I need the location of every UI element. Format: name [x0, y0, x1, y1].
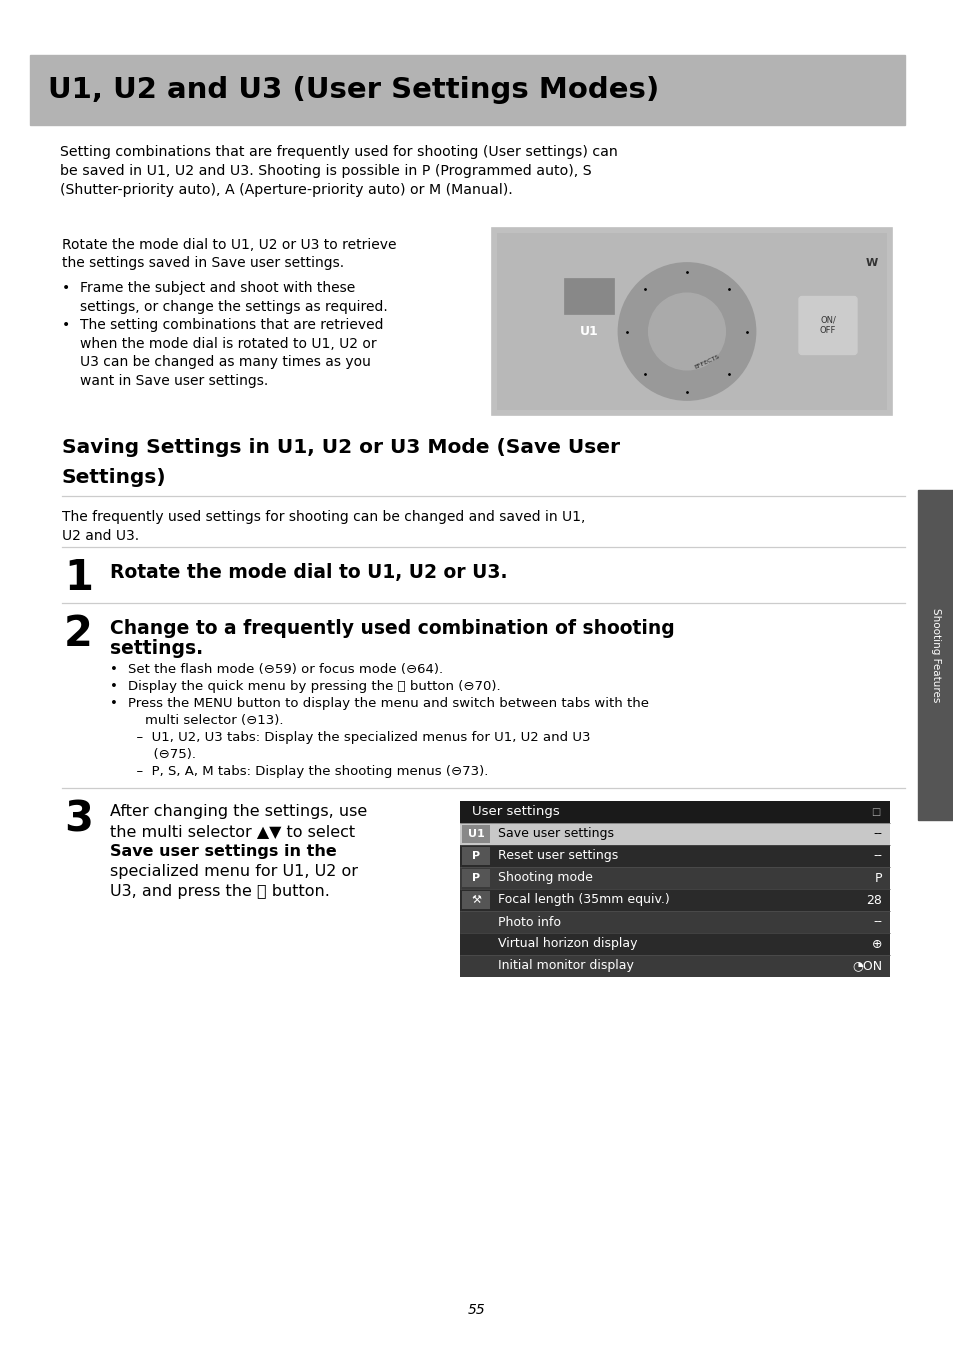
- Text: P: P: [874, 872, 882, 885]
- Text: Set the flash mode (⊖59) or focus mode (⊖64).: Set the flash mode (⊖59) or focus mode (…: [128, 663, 442, 677]
- Text: Save user settings in the: Save user settings in the: [110, 845, 336, 859]
- Bar: [459, 911, 889, 933]
- Text: Change to a frequently used combination of shooting: Change to a frequently used combination …: [110, 619, 674, 638]
- Bar: [459, 955, 889, 976]
- Bar: [917, 490, 953, 820]
- Text: P: P: [472, 851, 479, 861]
- Circle shape: [618, 264, 754, 399]
- Text: Display the quick menu by pressing the ⓔ button (⊖70).: Display the quick menu by pressing the ⓔ…: [128, 681, 500, 693]
- Text: 3: 3: [64, 798, 92, 841]
- Text: Reset user settings: Reset user settings: [497, 850, 618, 862]
- Text: •: •: [110, 697, 118, 710]
- Circle shape: [648, 293, 724, 370]
- Text: The frequently used settings for shooting can be changed and saved in U1,: The frequently used settings for shootin…: [62, 510, 585, 525]
- Text: the multi selector ▲▼ to select: the multi selector ▲▼ to select: [110, 824, 355, 839]
- Text: be saved in U1, U2 and U3. Shooting is possible in P (Programmed auto), S: be saved in U1, U2 and U3. Shooting is p…: [60, 164, 591, 178]
- Text: Virtual horizon display: Virtual horizon display: [497, 937, 637, 951]
- Text: Initial monitor display: Initial monitor display: [497, 959, 633, 972]
- Bar: [459, 845, 889, 868]
- Text: --: --: [872, 827, 882, 841]
- Text: P: P: [472, 873, 479, 884]
- Text: Focal length (35mm equiv.): Focal length (35mm equiv.): [497, 893, 669, 907]
- Text: The setting combinations that are retrieved: The setting combinations that are retrie…: [80, 317, 383, 332]
- Text: 28: 28: [865, 893, 882, 907]
- Text: U1: U1: [467, 829, 484, 839]
- Text: Setting combinations that are frequently used for shooting (User settings) can: Setting combinations that are frequently…: [60, 145, 618, 159]
- Text: Rotate the mode dial to U1, U2 or U3 to retrieve: Rotate the mode dial to U1, U2 or U3 to …: [62, 238, 396, 252]
- Bar: [30, 55, 904, 125]
- Text: User settings: User settings: [472, 806, 559, 819]
- Text: want in Save user settings.: want in Save user settings.: [80, 374, 268, 387]
- Text: □: □: [870, 807, 879, 816]
- Bar: [497, 233, 886, 410]
- Text: specialized menu for U1, U2 or: specialized menu for U1, U2 or: [110, 863, 357, 880]
- Bar: [459, 802, 889, 976]
- Text: •: •: [110, 681, 118, 693]
- Text: --: --: [872, 850, 882, 862]
- Text: ON/
OFF: ON/ OFF: [819, 316, 836, 335]
- Text: 55: 55: [468, 1303, 485, 1317]
- Text: Settings): Settings): [62, 468, 167, 487]
- Text: --: --: [872, 916, 882, 928]
- Text: the settings saved in Save user settings.: the settings saved in Save user settings…: [62, 257, 344, 270]
- Bar: [459, 933, 889, 955]
- Text: •: •: [62, 281, 71, 295]
- Bar: [461, 869, 490, 886]
- Text: Saving Settings in U1, U2 or U3 Mode (Save User: Saving Settings in U1, U2 or U3 Mode (Sa…: [62, 438, 619, 457]
- Bar: [492, 229, 891, 416]
- Text: 1: 1: [64, 557, 92, 599]
- Text: Rotate the mode dial to U1, U2 or U3.: Rotate the mode dial to U1, U2 or U3.: [110, 564, 507, 582]
- Text: EFFECTS: EFFECTS: [693, 354, 720, 370]
- Text: Save user settings: Save user settings: [497, 827, 614, 841]
- Bar: [459, 889, 889, 911]
- Text: Press the MENU button to display the menu and switch between tabs with the: Press the MENU button to display the men…: [128, 697, 648, 710]
- Text: Shooting mode: Shooting mode: [497, 872, 592, 885]
- Text: ⚒: ⚒: [471, 894, 480, 905]
- Text: U1: U1: [579, 325, 598, 338]
- Text: U3, and press the ⒪ button.: U3, and press the ⒪ button.: [110, 884, 330, 898]
- Bar: [459, 823, 889, 845]
- Bar: [563, 277, 614, 313]
- Bar: [461, 890, 490, 909]
- Bar: [461, 847, 490, 865]
- Text: Frame the subject and shoot with these: Frame the subject and shoot with these: [80, 281, 355, 295]
- Text: Shooting Features: Shooting Features: [930, 608, 940, 702]
- Text: when the mode dial is rotated to U1, U2 or: when the mode dial is rotated to U1, U2 …: [80, 336, 376, 351]
- Text: (Shutter-priority auto), A (Aperture-priority auto) or M (Manual).: (Shutter-priority auto), A (Aperture-pri…: [60, 183, 512, 196]
- Text: •: •: [110, 663, 118, 677]
- Text: settings, or change the settings as required.: settings, or change the settings as requ…: [80, 300, 387, 313]
- Text: (⊖75).: (⊖75).: [128, 748, 195, 761]
- Text: 2: 2: [64, 613, 92, 655]
- Text: –  U1, U2, U3 tabs: Display the specialized menus for U1, U2 and U3: – U1, U2, U3 tabs: Display the specializ…: [128, 730, 590, 744]
- Bar: [459, 868, 889, 889]
- Text: –  P, S, A, M tabs: Display the shooting menus (⊖73).: – P, S, A, M tabs: Display the shooting …: [128, 765, 488, 777]
- Bar: [461, 824, 490, 843]
- Text: U1, U2 and U3 (User Settings Modes): U1, U2 and U3 (User Settings Modes): [48, 77, 659, 104]
- Text: W: W: [865, 258, 877, 268]
- Text: U3 can be changed as many times as you: U3 can be changed as many times as you: [80, 355, 371, 369]
- Text: multi selector (⊖13).: multi selector (⊖13).: [128, 714, 283, 728]
- Bar: [459, 802, 889, 976]
- Text: •: •: [62, 317, 71, 332]
- Text: Photo info: Photo info: [497, 916, 560, 928]
- Text: U2 and U3.: U2 and U3.: [62, 529, 139, 543]
- Text: settings.: settings.: [110, 639, 203, 658]
- Text: ◔ON: ◔ON: [851, 959, 882, 972]
- Text: ⊕: ⊕: [871, 937, 882, 951]
- Text: After changing the settings, use: After changing the settings, use: [110, 804, 367, 819]
- FancyBboxPatch shape: [799, 296, 856, 355]
